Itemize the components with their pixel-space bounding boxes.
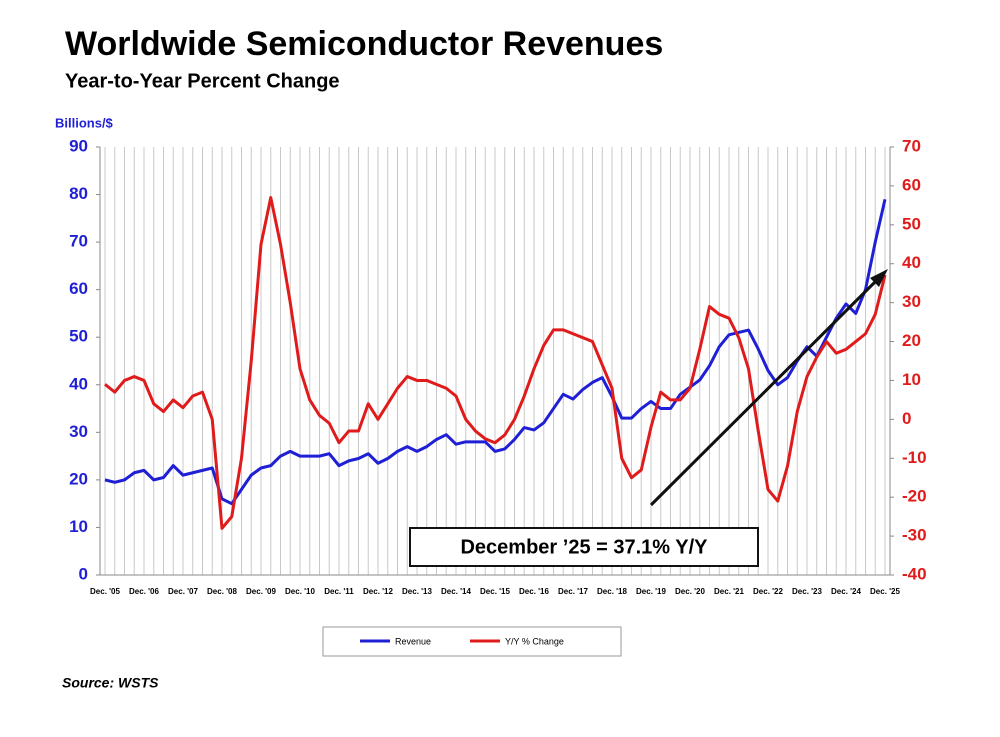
- legend-label: Revenue: [395, 636, 431, 646]
- y-tick-label: 10: [69, 517, 88, 536]
- y-tick-label: 50: [69, 327, 88, 346]
- annotation-box: [409, 527, 759, 567]
- y-tick-label: 60: [69, 279, 88, 298]
- y2-tick-label: -30: [902, 526, 927, 545]
- source-note: Source: WSTS: [62, 675, 159, 691]
- y2-tick-label: 20: [902, 331, 921, 350]
- x-tick-label: Dec. '12: [363, 587, 393, 596]
- chart-title: Worldwide Semiconductor Revenues: [65, 25, 663, 63]
- y2-tick-label: 60: [902, 175, 921, 194]
- y2-tick-label: 70: [902, 136, 921, 155]
- y-tick-label: 20: [69, 469, 88, 488]
- x-tick-label: Dec. '19: [636, 587, 666, 596]
- y2-tick-label: 0: [902, 409, 911, 428]
- x-tick-label: Dec. '10: [285, 587, 315, 596]
- x-tick-label: Dec. '11: [324, 587, 354, 596]
- y2-tick-label: 50: [902, 214, 921, 233]
- y2-tick-label: -40: [902, 564, 927, 583]
- x-tick-label: Dec. '22: [753, 587, 783, 596]
- y-tick-label: 90: [69, 136, 88, 155]
- x-tick-label: Dec. '13: [402, 587, 432, 596]
- y-tick-label: 80: [69, 184, 88, 203]
- legend-label: Y/Y % Change: [505, 636, 564, 646]
- x-tick-label: Dec. '23: [792, 587, 822, 596]
- y-tick-label: 30: [69, 422, 88, 441]
- x-tick-label: Dec. '25: [870, 587, 900, 596]
- x-tick-label: Dec. '07: [168, 587, 198, 596]
- arrow-head: [870, 269, 888, 287]
- y2-tick-label: -20: [902, 487, 927, 506]
- x-tick-label: Dec. '09: [246, 587, 276, 596]
- y2-tick-label: 10: [902, 370, 921, 389]
- x-tick-label: Dec. '21: [714, 587, 744, 596]
- x-tick-label: Dec. '20: [675, 587, 705, 596]
- y-tick-label: 40: [69, 374, 88, 393]
- annotation: December ’25 = 37.1% Y/Y: [460, 536, 708, 558]
- trend-arrow: [649, 275, 882, 507]
- x-tick-label: Dec. '16: [519, 587, 549, 596]
- x-tick-label: Dec. '06: [129, 587, 159, 596]
- x-tick-label: Dec. '18: [597, 587, 627, 596]
- y-tick-label: 0: [79, 564, 88, 583]
- x-tick-label: Dec. '14: [441, 587, 471, 596]
- chart-subtitle: Year-to-Year Percent Change: [65, 70, 340, 92]
- x-tick-label: Dec. '08: [207, 587, 237, 596]
- y2-tick-label: -10: [902, 448, 927, 467]
- x-tick-label: Dec. '17: [558, 587, 588, 596]
- y2-tick-label: 40: [902, 253, 921, 272]
- x-tick-label: Dec. '15: [480, 587, 510, 596]
- x-tick-label: Dec. '05: [90, 587, 120, 596]
- series-line: [104, 196, 887, 530]
- x-tick-label: Dec. '24: [831, 587, 861, 596]
- y-tick-label: 70: [69, 232, 88, 251]
- y-axis-label: Billions/$: [55, 115, 114, 130]
- y2-tick-label: 30: [902, 292, 921, 311]
